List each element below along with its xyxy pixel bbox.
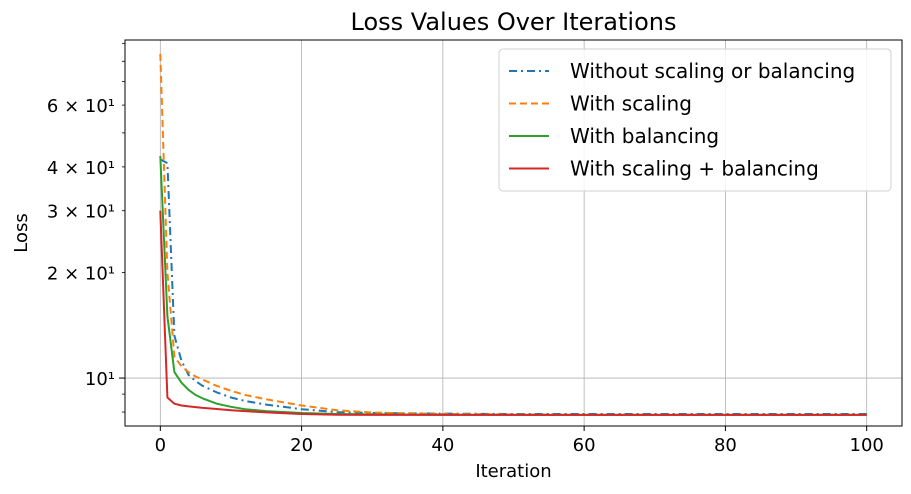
plot-series — [159, 53, 867, 416]
legend-box — [498, 48, 892, 192]
y-tick-label: 2 × 10¹ — [47, 263, 115, 284]
y-tick-label: 10¹ — [85, 369, 115, 390]
series-line — [159, 210, 867, 416]
y-axis-label: Loss — [11, 213, 32, 252]
x-tick-label: 20 — [290, 435, 313, 456]
legend-label: With scaling + balancing — [570, 157, 819, 181]
legend-label: With balancing — [570, 124, 719, 148]
chart-title: Loss Values Over Iterations — [351, 8, 677, 36]
x-tick-label: 40 — [431, 435, 454, 456]
legend-label: With scaling — [570, 92, 692, 116]
legend: Without scaling or balancing With scaling… — [498, 48, 892, 192]
y-tick-label: 4 × 10¹ — [47, 158, 115, 179]
plot-frame — [124, 39, 903, 427]
x-tick-label: 80 — [714, 435, 737, 456]
axis-ticks: 0 20 40 60 80 100 10¹ 2 × 10¹ 3 × 10¹ 4 × 10¹ 6 × … — [47, 42, 884, 456]
x-tick-label: 100 — [850, 435, 884, 456]
x-tick-label: 0 — [155, 435, 166, 456]
y-tick-label: 3 × 10¹ — [47, 202, 115, 223]
x-axis-label: Iteration — [475, 461, 551, 482]
legend-label: Without scaling or balancing — [570, 59, 855, 83]
y-tick-label: 6 × 10¹ — [47, 96, 115, 117]
x-tick-label: 60 — [573, 435, 596, 456]
